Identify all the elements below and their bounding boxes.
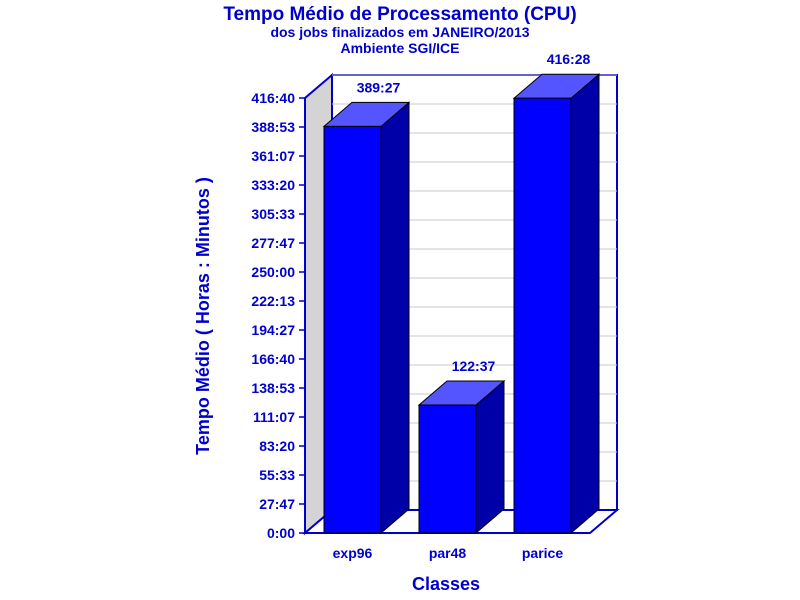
chart-subtitle-line-1: dos jobs finalizados em JANEIRO/2013 — [270, 24, 529, 40]
y-tick-label: 416:40 — [251, 90, 295, 106]
data-label: 389:27 — [357, 79, 401, 95]
bar-side — [570, 73, 600, 535]
y-tick-label: 138:53 — [251, 380, 295, 396]
y-tick-label: 333:20 — [251, 177, 295, 193]
plot-area: 0:00 27:47 55:33 83:20 111:07 138:53 166:40 194… — [251, 51, 620, 561]
x-tick-label: par48 — [429, 545, 467, 561]
bar — [513, 97, 572, 534]
x-tick-label: parice — [522, 545, 563, 561]
y-tick-label: 250:00 — [251, 264, 295, 280]
y-tick-label: 388:53 — [251, 119, 295, 135]
y-tick-label: 166:40 — [251, 351, 295, 367]
y-tick-label: 111:07 — [253, 409, 295, 425]
data-label: 122:37 — [452, 358, 496, 374]
data-label: 416:28 — [547, 51, 591, 67]
y-tick-label: 0:00 — [267, 525, 295, 541]
y-tick-label: 55:33 — [259, 467, 295, 483]
y-tick-label: 27:47 — [259, 496, 295, 512]
chart-subtitle-line-2: Ambiente SGI/ICE — [340, 40, 459, 56]
chart-title: Tempo Médio de Processamento (CPU) — [223, 4, 576, 25]
x-tick-label: exp96 — [333, 545, 373, 561]
bar-side — [380, 101, 410, 535]
x-axis-title: Classes — [412, 574, 480, 594]
y-tick-label: 361:07 — [251, 148, 295, 164]
y-tick-label: 83:20 — [259, 438, 295, 454]
bar-side — [475, 379, 505, 535]
axis-frame — [304, 98, 590, 534]
y-axis-title: Tempo Médio ( Horas : Minutos ) — [193, 177, 213, 455]
y-tick-label: 305:33 — [251, 206, 295, 222]
y-tick-label: 277:47 — [251, 235, 295, 251]
y-tick-label: 194:27 — [251, 322, 295, 338]
bar — [418, 404, 477, 534]
y-tick-label: 222:13 — [251, 293, 295, 309]
bar — [323, 125, 382, 534]
